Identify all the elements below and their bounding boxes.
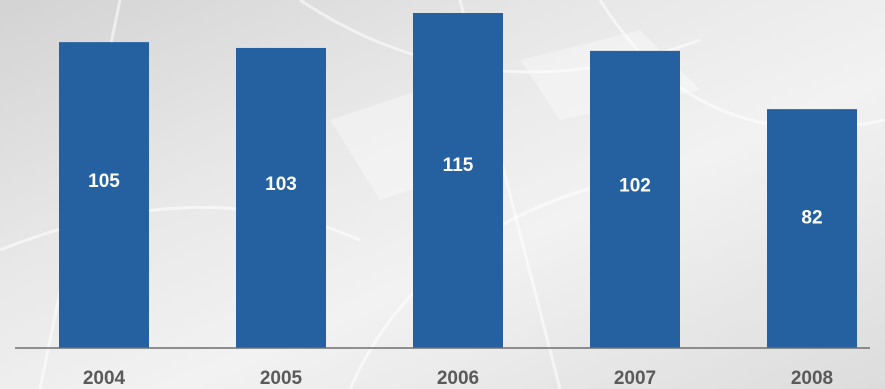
bars <box>59 13 857 349</box>
x-tick-label-2008: 2008 <box>791 368 833 389</box>
bar-2006 <box>413 13 503 348</box>
x-tick-label-2007: 2007 <box>614 368 656 389</box>
bar-value-label-2005: 103 <box>265 174 297 195</box>
bar-value-labels: 105 103 115 102 82 <box>88 155 822 229</box>
bar-2005 <box>236 47 326 349</box>
bar-2008 <box>767 109 857 348</box>
bar-value-label-2006: 115 <box>443 155 474 176</box>
bar-value-label-2004: 105 <box>88 171 120 192</box>
bar-value-label-2007: 102 <box>619 176 651 197</box>
x-tick-label-2005: 2005 <box>260 368 303 389</box>
x-tick-label-2006: 2006 <box>437 368 479 389</box>
bar-value-label-2008: 82 <box>801 208 822 229</box>
bar-2007 <box>590 50 680 348</box>
bar-2004 <box>59 42 149 349</box>
x-tick-label-2004: 2004 <box>83 368 126 389</box>
x-tick-labels: 2004 2005 2006 2007 2008 <box>83 368 833 389</box>
